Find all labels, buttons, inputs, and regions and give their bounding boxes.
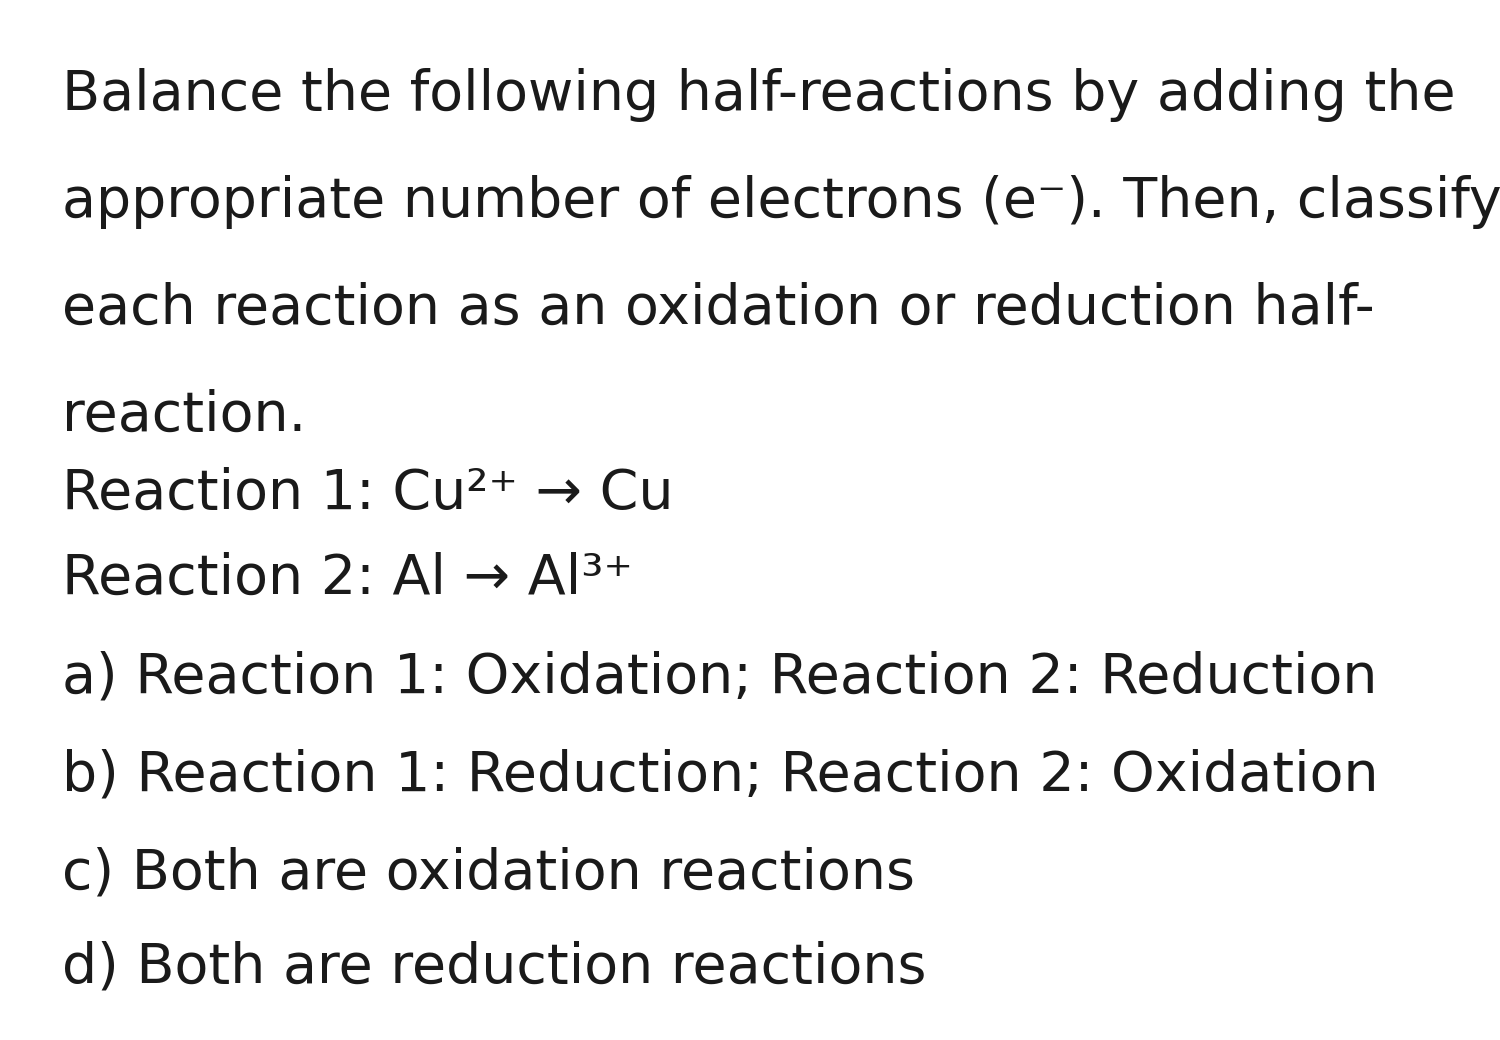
Text: a) Reaction 1: Oxidation; Reaction 2: Reduction: a) Reaction 1: Oxidation; Reaction 2: Re…	[62, 650, 1377, 704]
Text: Reaction 1: Cu²⁺ → Cu: Reaction 1: Cu²⁺ → Cu	[62, 467, 674, 521]
Text: reaction.: reaction.	[62, 389, 306, 443]
Text: Balance the following half-reactions by adding the: Balance the following half-reactions by …	[62, 68, 1455, 122]
Text: b) Reaction 1: Reduction; Reaction 2: Oxidation: b) Reaction 1: Reduction; Reaction 2: Ox…	[62, 748, 1378, 802]
Text: Reaction 2: Al → Al³⁺: Reaction 2: Al → Al³⁺	[62, 552, 633, 606]
Text: c) Both are oxidation reactions: c) Both are oxidation reactions	[62, 846, 915, 900]
Text: each reaction as an oxidation or reduction half-: each reaction as an oxidation or reducti…	[62, 282, 1374, 336]
Text: d) Both are reduction reactions: d) Both are reduction reactions	[62, 940, 927, 994]
Text: appropriate number of electrons (e⁻). Then, classify: appropriate number of electrons (e⁻). Th…	[62, 175, 1500, 229]
